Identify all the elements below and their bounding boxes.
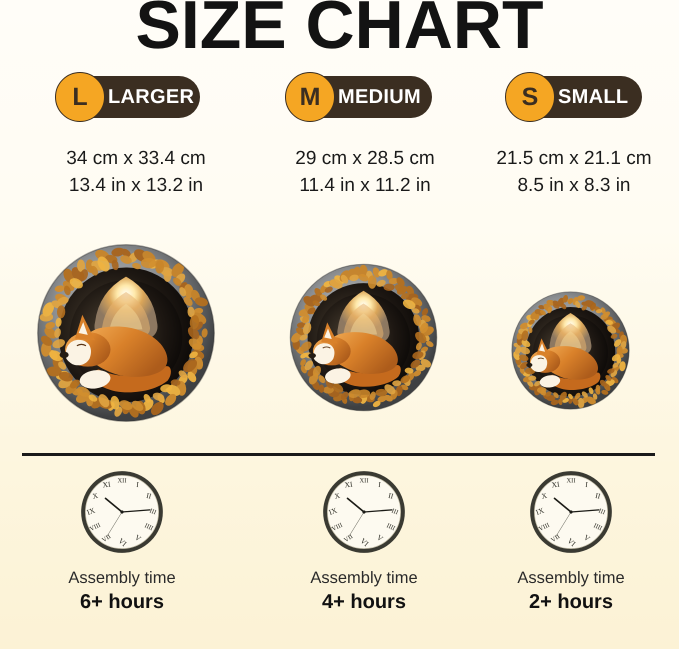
svg-text:XI: XI bbox=[344, 481, 353, 490]
svg-text:XII: XII bbox=[567, 477, 576, 484]
svg-text:XI: XI bbox=[551, 481, 560, 490]
svg-text:XII: XII bbox=[360, 477, 369, 484]
svg-text:XII: XII bbox=[118, 477, 127, 484]
svg-text:XI: XI bbox=[102, 481, 111, 490]
